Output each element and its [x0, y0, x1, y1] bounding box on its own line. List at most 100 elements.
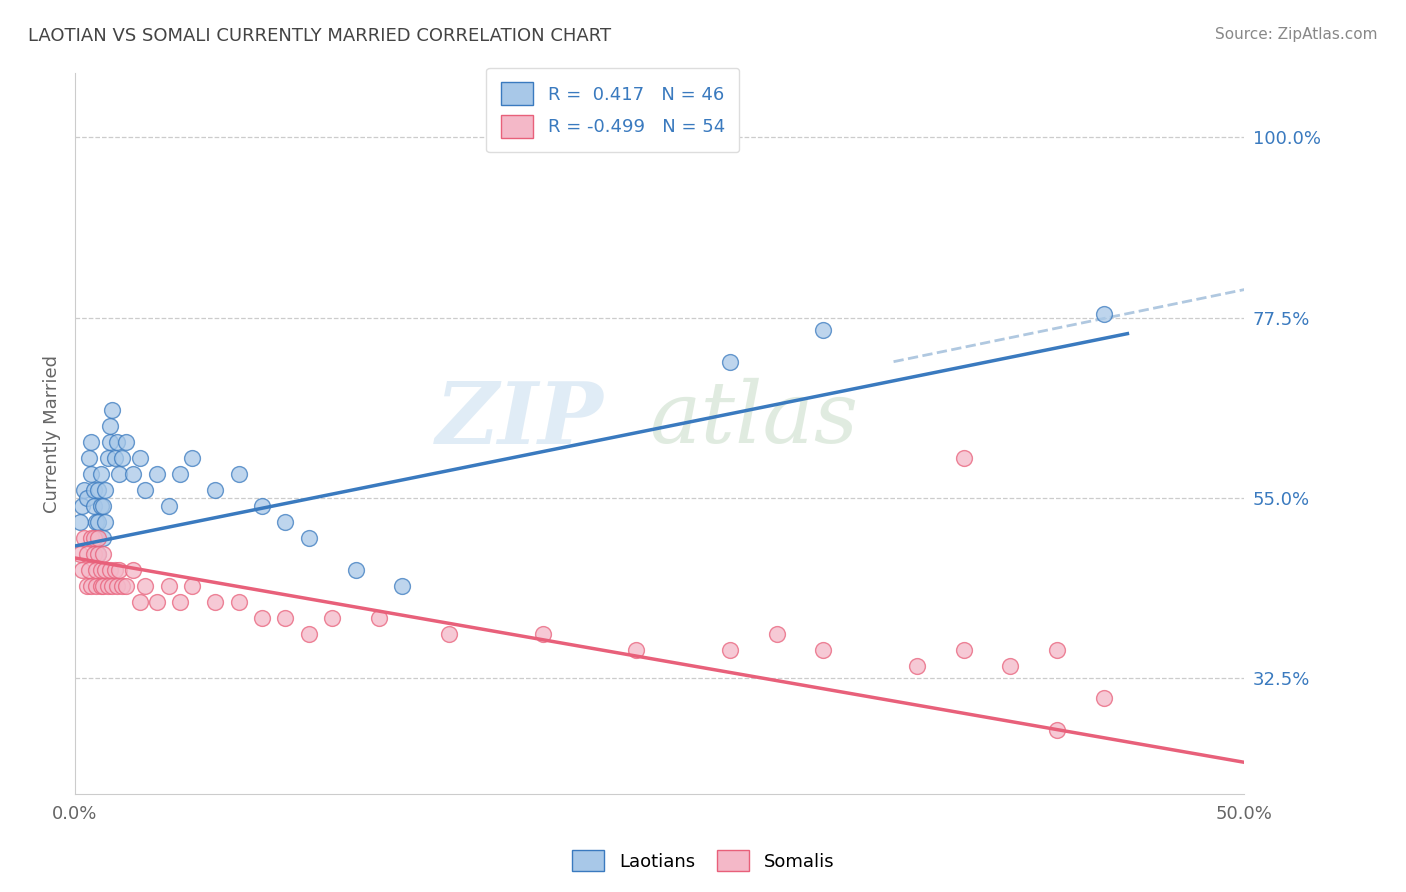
Point — [77, 450, 100, 465]
Text: atlas: atlas — [648, 378, 858, 460]
Point — [84, 531, 107, 545]
Text: LAOTIAN VS SOMALI CURRENTLY MARRIED CORRELATION CHART: LAOTIAN VS SOMALI CURRENTLY MARRIED CORR… — [28, 27, 612, 45]
Point — [91, 499, 114, 513]
Point — [108, 467, 131, 481]
Point — [274, 515, 297, 529]
Point — [77, 563, 100, 577]
Point — [204, 595, 226, 609]
Point — [83, 483, 105, 497]
Point — [98, 563, 121, 577]
Point — [298, 531, 321, 545]
Legend: Laotians, Somalis: Laotians, Somalis — [565, 843, 841, 879]
Point — [531, 627, 554, 641]
Point — [90, 563, 112, 577]
Point — [134, 483, 156, 497]
Legend: R =  0.417   N = 46, R = -0.499   N = 54: R = 0.417 N = 46, R = -0.499 N = 54 — [486, 68, 740, 153]
Point — [146, 467, 169, 481]
Point — [80, 434, 103, 449]
Y-axis label: Currently Married: Currently Married — [44, 355, 60, 513]
Point — [101, 579, 124, 593]
Point — [69, 547, 91, 561]
Point — [1000, 659, 1022, 673]
Point — [76, 491, 98, 505]
Point — [1046, 723, 1069, 738]
Point — [437, 627, 460, 641]
Point — [204, 483, 226, 497]
Point — [108, 563, 131, 577]
Point — [94, 563, 117, 577]
Point — [98, 434, 121, 449]
Point — [134, 579, 156, 593]
Point — [952, 450, 974, 465]
Point — [181, 579, 204, 593]
Point — [84, 579, 107, 593]
Point — [83, 547, 105, 561]
Point — [115, 434, 138, 449]
Point — [104, 563, 127, 577]
Point — [368, 611, 391, 625]
Point — [84, 515, 107, 529]
Point — [1092, 307, 1115, 321]
Point — [98, 418, 121, 433]
Point — [90, 467, 112, 481]
Point — [90, 499, 112, 513]
Point — [952, 643, 974, 657]
Point — [321, 611, 343, 625]
Point — [169, 595, 191, 609]
Point — [94, 483, 117, 497]
Point — [73, 483, 96, 497]
Point — [104, 450, 127, 465]
Point — [298, 627, 321, 641]
Point — [146, 595, 169, 609]
Point — [813, 643, 835, 657]
Point — [1046, 643, 1069, 657]
Point — [80, 467, 103, 481]
Point — [626, 643, 648, 657]
Point — [157, 499, 180, 513]
Point — [122, 563, 145, 577]
Point — [91, 531, 114, 545]
Point — [718, 354, 741, 368]
Point — [344, 563, 367, 577]
Point — [111, 450, 134, 465]
Point — [70, 563, 93, 577]
Point — [1092, 691, 1115, 706]
Point — [718, 643, 741, 657]
Point — [813, 323, 835, 337]
Point — [91, 547, 114, 561]
Point — [905, 659, 928, 673]
Text: ZIP: ZIP — [436, 377, 603, 461]
Point — [101, 402, 124, 417]
Point — [83, 531, 105, 545]
Point — [129, 595, 152, 609]
Point — [765, 627, 787, 641]
Point — [87, 547, 110, 561]
Point — [80, 579, 103, 593]
Point — [105, 579, 128, 593]
Text: Source: ZipAtlas.com: Source: ZipAtlas.com — [1215, 27, 1378, 42]
Point — [87, 483, 110, 497]
Point — [250, 611, 273, 625]
Point — [274, 611, 297, 625]
Point — [73, 531, 96, 545]
Point — [169, 467, 191, 481]
Point — [228, 467, 250, 481]
Point — [76, 547, 98, 561]
Point — [250, 499, 273, 513]
Point — [391, 579, 413, 593]
Point — [80, 531, 103, 545]
Point — [87, 515, 110, 529]
Point — [157, 579, 180, 593]
Point — [91, 579, 114, 593]
Point — [83, 499, 105, 513]
Point — [105, 434, 128, 449]
Point — [87, 531, 110, 545]
Point — [181, 450, 204, 465]
Point — [111, 579, 134, 593]
Point — [97, 579, 120, 593]
Point — [122, 467, 145, 481]
Point — [76, 579, 98, 593]
Point — [97, 450, 120, 465]
Point — [70, 499, 93, 513]
Point — [129, 450, 152, 465]
